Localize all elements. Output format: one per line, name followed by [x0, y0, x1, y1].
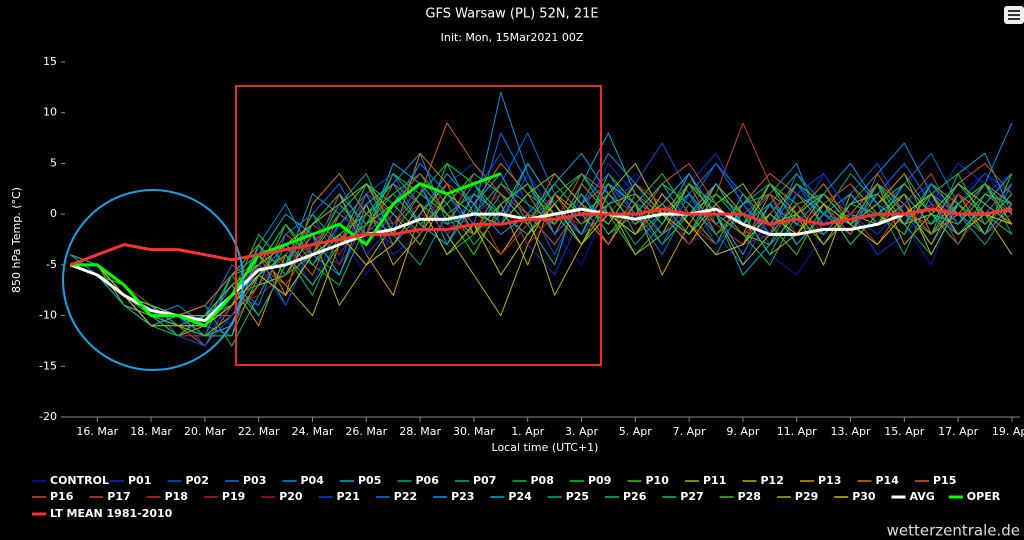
legend-label: P25	[566, 490, 589, 503]
legend-label: P14	[876, 474, 900, 487]
menu-button[interactable]	[1004, 6, 1024, 24]
x-tick-label: 19. Apr	[992, 425, 1024, 438]
legend-label: P12	[761, 474, 784, 487]
legend-label: P10	[646, 474, 670, 487]
y-tick-label: 5	[50, 156, 57, 169]
legend-label: P22	[394, 490, 417, 503]
legend-label: CONTROL	[50, 474, 109, 487]
series-line	[70, 173, 1013, 317]
chart-title: GFS Warsaw (PL) 52N, 21E	[425, 7, 598, 22]
x-tick-label: 15. Apr	[884, 425, 924, 438]
legend-label: P04	[301, 474, 325, 487]
menu-icon-bar	[1008, 10, 1020, 12]
legend-label: P21	[337, 490, 360, 503]
x-tick-label: 7. Apr	[673, 425, 706, 438]
menu-icon-bar	[1008, 18, 1020, 20]
legend-label: P23	[451, 490, 474, 503]
x-axis-label: Local time (UTC+1)	[492, 441, 599, 454]
legend-label: P06	[416, 474, 440, 487]
x-tick-label: 17. Apr	[938, 425, 978, 438]
legend-label: P28	[738, 490, 761, 503]
credit: wetterzentrale.de	[887, 522, 1020, 540]
x-tick-label: 9. Apr	[726, 425, 759, 438]
x-tick-label: 30. Mar	[453, 425, 495, 438]
legend-label: P01	[128, 474, 151, 487]
legend-label: P08	[531, 474, 554, 487]
legend-label: LT MEAN 1981-2010	[50, 507, 173, 520]
y-tick-label: -20	[39, 410, 57, 423]
y-tick-label: 0	[50, 207, 57, 220]
legend-label: AVG	[910, 490, 935, 503]
x-tick-label: 26. Mar	[345, 425, 387, 438]
legend: CONTROL P01 P02 P03 P04 P05 P06 P07 P08 P09 P10 P11…	[32, 474, 1001, 520]
legend-label: P24	[508, 490, 532, 503]
x-tick-label: 22. Mar	[238, 425, 280, 438]
legend-label: OPER	[967, 490, 1001, 503]
y-tick-label: -15	[39, 359, 57, 372]
legend-label: P05	[358, 474, 381, 487]
highlight-box	[235, 85, 602, 366]
legend-label: P26	[623, 490, 647, 503]
highlight-circle	[62, 189, 244, 371]
legend-label: P03	[243, 474, 266, 487]
series-line	[69, 207, 1013, 267]
legend-label: P27	[680, 490, 703, 503]
legend-label: P30	[852, 490, 876, 503]
y-axis-label: 850 hPa Temp. (°C)	[10, 187, 23, 293]
x-tick-label: 16. Mar	[76, 425, 118, 438]
legend-label: P29	[795, 490, 818, 503]
y-tick-label: 15	[43, 55, 57, 68]
plot-area: -20 -15 -10 -5 0 5 10 15 16. Mar 18. Mar 20. Mar 22…	[39, 55, 1024, 438]
legend-label: P13	[818, 474, 841, 487]
x-tick-label: 3. Apr	[565, 425, 598, 438]
y-tick-label: -10	[39, 309, 57, 322]
x-tick-label: 28. Mar	[399, 425, 441, 438]
series-line	[70, 172, 502, 328]
legend-label: P20	[279, 490, 303, 503]
x-tick-label: 11. Apr	[777, 425, 817, 438]
x-tick-label: 5. Apr	[619, 425, 652, 438]
legend-label: P17	[107, 490, 130, 503]
legend-label: P19	[222, 490, 245, 503]
legend-label: P16	[50, 490, 74, 503]
y-tick-label: 10	[43, 106, 57, 119]
legend-label: P02	[186, 474, 209, 487]
series-line	[70, 183, 1013, 337]
menu-icon-bar	[1008, 14, 1020, 16]
legend-label: P09	[588, 474, 611, 487]
x-tick-label: 24. Mar	[292, 425, 334, 438]
legend-label: P15	[933, 474, 956, 487]
x-tick-label: 18. Mar	[130, 425, 172, 438]
y-tick-label: -5	[46, 258, 57, 271]
legend-label: P11	[703, 474, 726, 487]
chart-subtitle: Init: Mon, 15Mar2021 00Z	[441, 31, 584, 44]
x-tick-label: 20. Mar	[184, 425, 226, 438]
x-tick-label: 13. Apr	[831, 425, 871, 438]
legend-label: P18	[165, 490, 188, 503]
x-tick-label: 1. Apr	[511, 425, 544, 438]
legend-label: P07	[473, 474, 496, 487]
